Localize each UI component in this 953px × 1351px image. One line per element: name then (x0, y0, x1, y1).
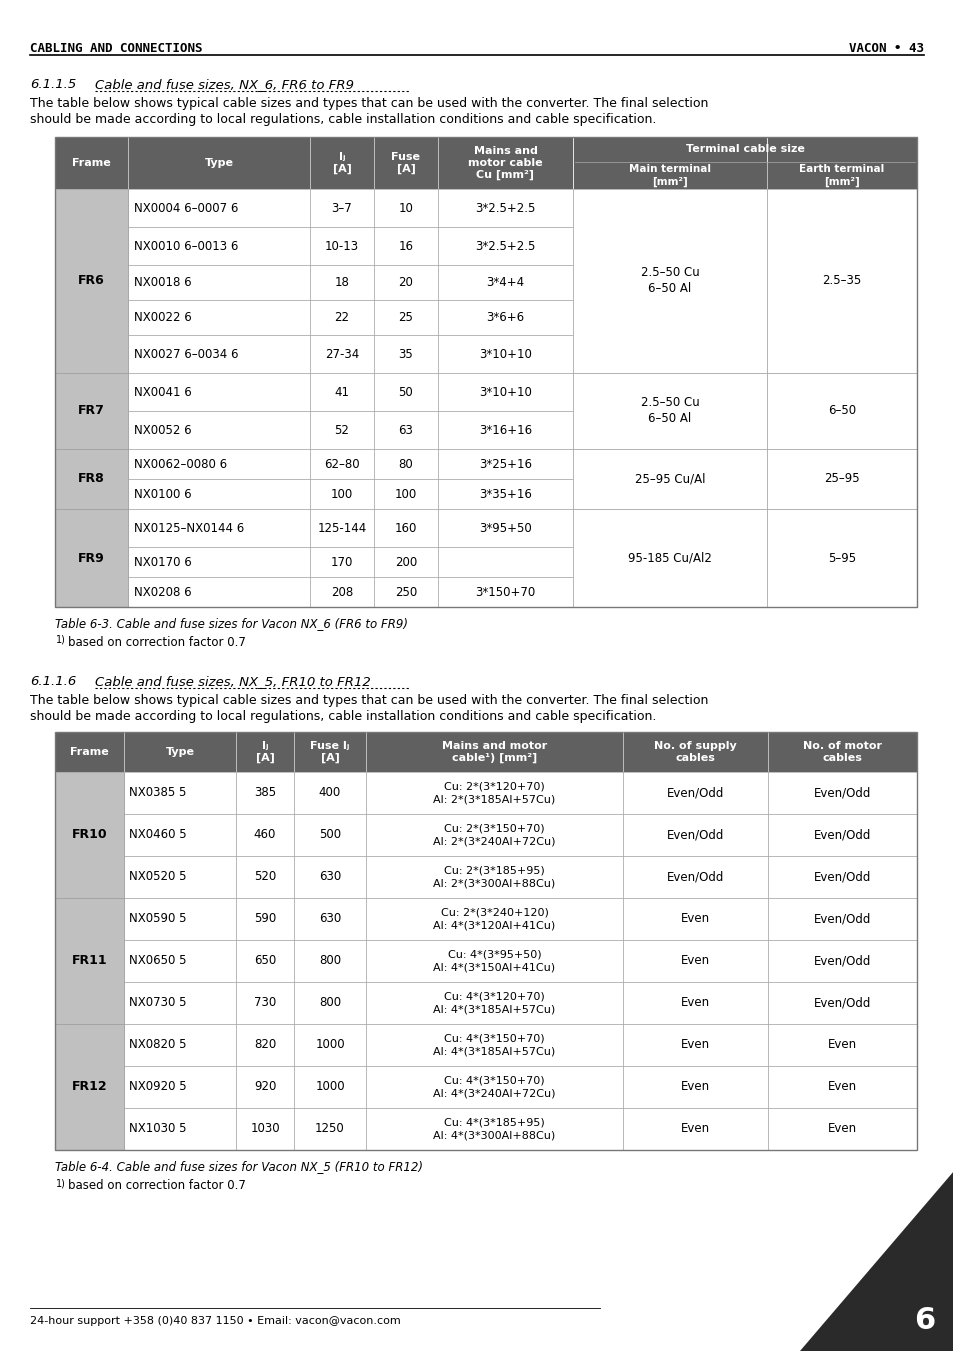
Text: 16: 16 (398, 239, 413, 253)
Text: Even: Even (680, 997, 709, 1009)
Bar (55, 1108, 124, 1150)
Text: FR9: FR9 (78, 551, 105, 565)
Text: FR10: FR10 (71, 828, 107, 842)
Bar (128, 577, 310, 607)
Bar (128, 265, 310, 300)
Text: 52: 52 (335, 423, 349, 436)
Bar (374, 373, 437, 411)
Text: 100: 100 (395, 488, 416, 500)
Text: 820: 820 (253, 1039, 275, 1051)
Text: Even/Odd: Even/Odd (813, 786, 870, 800)
Text: 1000: 1000 (314, 1081, 344, 1093)
Bar (767, 1108, 916, 1150)
Text: 1250: 1250 (314, 1123, 345, 1135)
Bar (573, 411, 766, 449)
Bar (235, 771, 294, 815)
Bar (128, 480, 310, 509)
Text: NX0018 6: NX0018 6 (133, 276, 192, 289)
Text: Iⱼ
[A]: Iⱼ [A] (333, 153, 351, 174)
Bar (310, 480, 374, 509)
Text: should be made according to local regulations, cable installation conditions and: should be made according to local regula… (30, 113, 656, 126)
Bar (374, 509, 437, 547)
Bar (622, 940, 767, 982)
Bar (294, 1024, 366, 1066)
Bar (766, 509, 916, 607)
Text: 80: 80 (398, 458, 413, 470)
Text: 125-144: 125-144 (317, 521, 366, 535)
Bar (128, 335, 310, 373)
Text: Cable and fuse sizes, NX_5, FR10 to FR12: Cable and fuse sizes, NX_5, FR10 to FR12 (95, 676, 371, 688)
Bar (294, 940, 366, 982)
Text: 3–7: 3–7 (332, 201, 352, 215)
Bar (374, 227, 437, 265)
Text: NX0062–0080 6: NX0062–0080 6 (133, 458, 227, 470)
Bar (573, 265, 766, 300)
Text: 6.1.1.5: 6.1.1.5 (30, 78, 76, 91)
Bar (573, 480, 766, 509)
Text: FR11: FR11 (71, 955, 107, 967)
Text: Cu: 4*(3*95+50)
Al: 4*(3*150Al+41Cu): Cu: 4*(3*95+50) Al: 4*(3*150Al+41Cu) (433, 950, 555, 973)
Bar (366, 1108, 622, 1150)
Text: 63: 63 (398, 423, 413, 436)
Text: 62–80: 62–80 (324, 458, 359, 470)
Bar (124, 1108, 235, 1150)
Bar (437, 227, 573, 265)
Bar (374, 547, 437, 577)
Bar (55, 577, 128, 607)
Bar (55, 982, 124, 1024)
Bar (437, 300, 573, 335)
Bar (124, 771, 235, 815)
Bar (235, 982, 294, 1024)
Bar (55, 509, 128, 607)
Text: FR12: FR12 (71, 1081, 107, 1093)
Bar (55, 732, 916, 1150)
Text: 3*25+16: 3*25+16 (478, 458, 532, 470)
Bar (310, 265, 374, 300)
Bar (437, 189, 573, 227)
Text: NX0010 6–0013 6: NX0010 6–0013 6 (133, 239, 238, 253)
Bar (766, 449, 916, 509)
Bar (124, 815, 235, 857)
Bar (767, 857, 916, 898)
Text: 50: 50 (398, 385, 413, 399)
Text: 25–95 Cu/Al: 25–95 Cu/Al (634, 473, 704, 485)
Bar (55, 449, 128, 480)
Bar (366, 1024, 622, 1066)
Bar (55, 449, 128, 509)
Bar (55, 898, 124, 940)
Text: 6.1.1.6: 6.1.1.6 (30, 676, 76, 688)
Text: Cu: 2*(3*185+95)
Al: 2*(3*300Al+88Cu): Cu: 2*(3*185+95) Al: 2*(3*300Al+88Cu) (433, 866, 555, 888)
Text: 35: 35 (398, 347, 413, 361)
Text: Main terminal
[mm²]: Main terminal [mm²] (628, 165, 710, 186)
Bar (128, 449, 310, 480)
Text: 920: 920 (253, 1081, 276, 1093)
Text: NX0100 6: NX0100 6 (133, 488, 192, 500)
Bar (235, 940, 294, 982)
Bar (310, 547, 374, 577)
Text: 10: 10 (398, 201, 413, 215)
Text: NX0520 5: NX0520 5 (129, 870, 186, 884)
Text: 3*35+16: 3*35+16 (478, 488, 532, 500)
Bar (437, 449, 573, 480)
Bar (55, 335, 128, 373)
Text: NX0052 6: NX0052 6 (133, 423, 192, 436)
Bar (310, 136, 374, 189)
Bar (767, 815, 916, 857)
Text: Fuse
[A]: Fuse [A] (391, 153, 420, 174)
Bar (366, 732, 622, 771)
Bar (767, 732, 916, 771)
Text: 250: 250 (395, 585, 416, 598)
Bar (573, 373, 766, 411)
Text: Cu: 4*(3*150+70)
Al: 4*(3*240Al+72Cu): Cu: 4*(3*150+70) Al: 4*(3*240Al+72Cu) (433, 1075, 556, 1098)
Text: 25: 25 (398, 311, 413, 324)
Bar (437, 509, 573, 547)
Bar (55, 509, 128, 547)
Text: Fuse Iⱼ
[A]: Fuse Iⱼ [A] (310, 742, 350, 763)
Bar (55, 373, 128, 449)
Text: 1000: 1000 (314, 1039, 344, 1051)
Text: Type: Type (165, 747, 194, 757)
Text: 590: 590 (253, 912, 275, 925)
Text: Even: Even (827, 1081, 856, 1093)
Bar (55, 136, 916, 607)
Bar (366, 1066, 622, 1108)
